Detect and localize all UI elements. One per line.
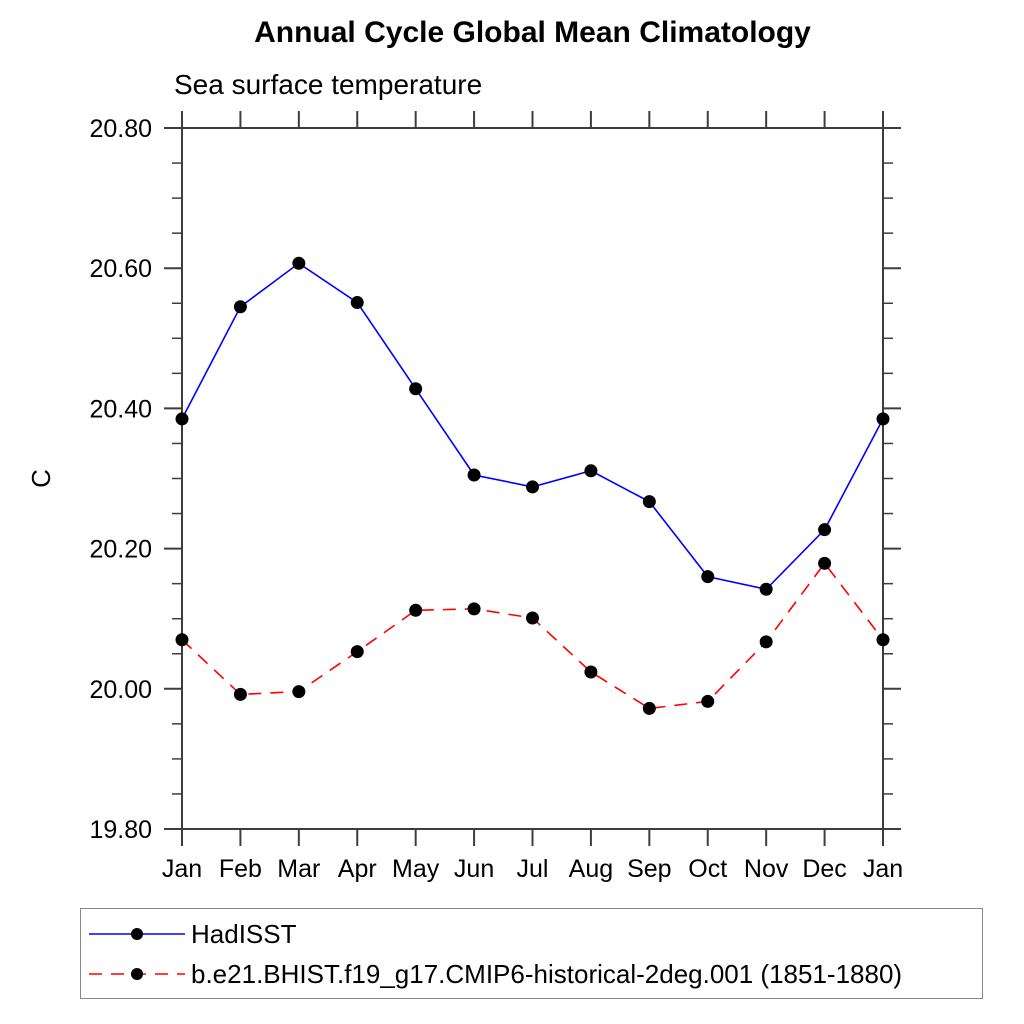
svg-text:Jan: Jan (863, 855, 903, 883)
svg-text:20.80: 20.80 (89, 115, 152, 143)
svg-text:Mar: Mar (277, 855, 320, 883)
legend-item-model: b.e21.BHIST.f19_g17.CMIP6-historical-2de… (87, 954, 982, 994)
svg-text:Sep: Sep (627, 855, 671, 883)
legend-label-model: b.e21.BHIST.f19_g17.CMIP6-historical-2de… (191, 958, 903, 989)
svg-text:Feb: Feb (219, 855, 262, 883)
svg-text:Apr: Apr (338, 855, 377, 883)
svg-text:20.60: 20.60 (89, 255, 152, 283)
svg-text:Jun: Jun (454, 855, 494, 883)
svg-text:Oct: Oct (688, 855, 727, 883)
svg-text:Aug: Aug (569, 855, 613, 883)
legend-line-dashed-icon (89, 968, 185, 980)
svg-text:Jul: Jul (517, 855, 549, 883)
chart-title: Annual Cycle Global Mean Climatology (254, 16, 811, 49)
svg-text:May: May (392, 855, 440, 883)
svg-text:20.00: 20.00 (89, 676, 152, 704)
svg-text:Nov: Nov (744, 855, 789, 883)
svg-text:20.20: 20.20 (89, 536, 152, 564)
legend-label-hadisst: HadISST (191, 918, 297, 949)
legend-item-hadisst: HadISST (87, 914, 982, 954)
svg-text:20.40: 20.40 (89, 395, 152, 423)
svg-text:Jan: Jan (162, 855, 202, 883)
legend-line-solid-icon (89, 928, 185, 940)
svg-text:19.80: 19.80 (89, 816, 152, 844)
svg-text:Dec: Dec (802, 855, 846, 883)
legend: HadISST b.e21.BHIST.f19_g17.CMIP6-histor… (80, 908, 983, 999)
chart-subtitle: Sea surface temperature (174, 69, 483, 100)
